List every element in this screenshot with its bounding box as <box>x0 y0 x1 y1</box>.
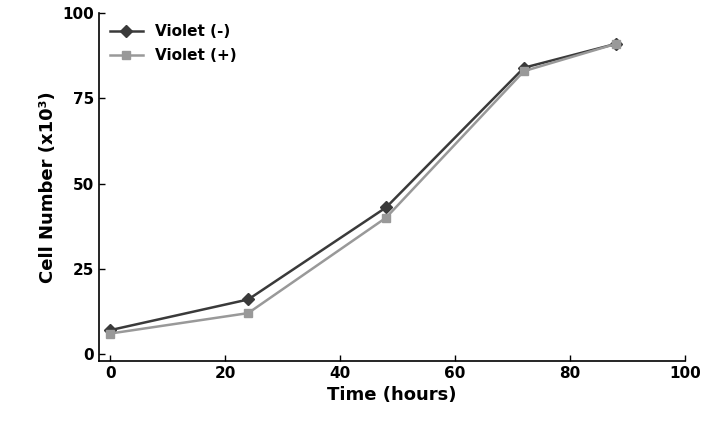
Line: Violet (+): Violet (+) <box>106 40 620 338</box>
X-axis label: Time (hours): Time (hours) <box>327 386 457 404</box>
Violet (-) <box>520 65 528 70</box>
Legend: Violet (-), Violet (+): Violet (-), Violet (+) <box>103 18 243 69</box>
Violet (+) <box>382 215 390 220</box>
Violet (-) <box>244 297 253 302</box>
Violet (-) <box>611 41 620 47</box>
Line: Violet (-): Violet (-) <box>106 40 620 334</box>
Violet (+) <box>611 41 620 47</box>
Violet (+) <box>520 69 528 74</box>
Violet (-) <box>106 327 114 333</box>
Violet (+) <box>106 331 114 336</box>
Y-axis label: Cell Number (x10³): Cell Number (x10³) <box>39 91 56 283</box>
Violet (+) <box>244 311 253 316</box>
Violet (-) <box>382 205 390 210</box>
